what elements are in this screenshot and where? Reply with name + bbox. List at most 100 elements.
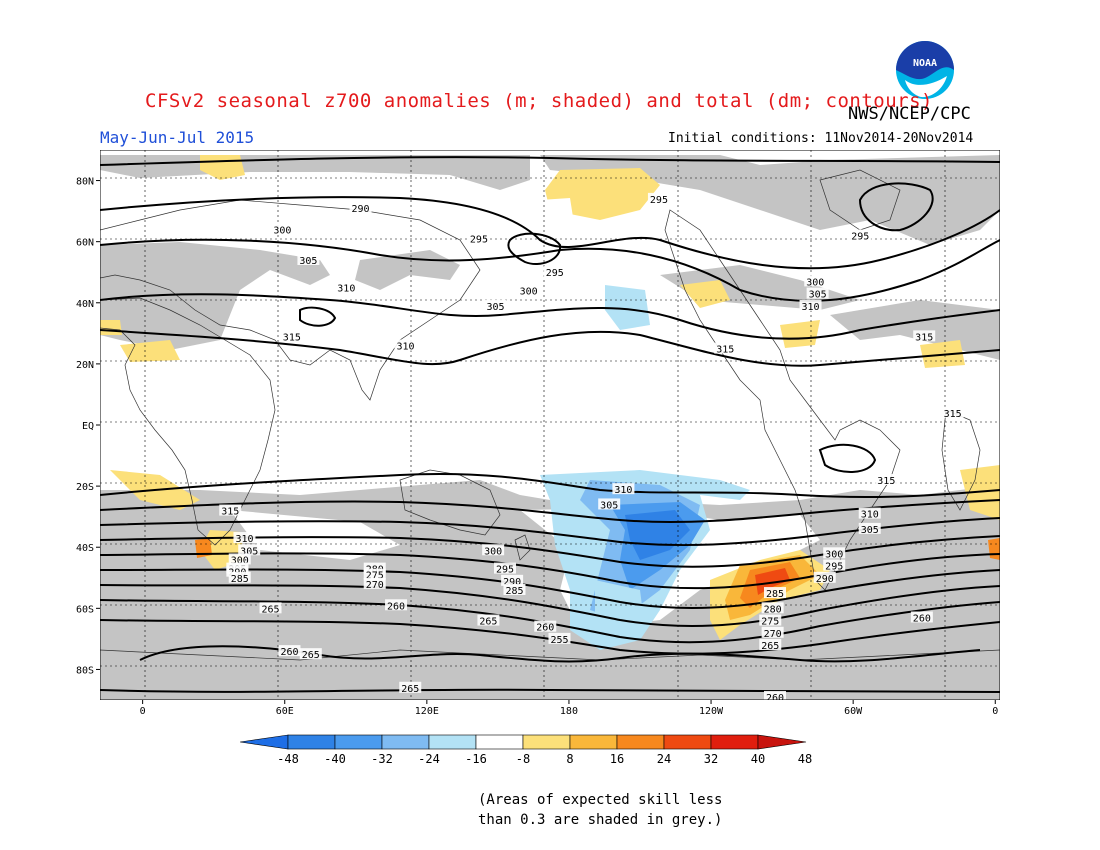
contour-label-text: 295	[851, 232, 869, 243]
contour-label: 310	[799, 299, 822, 313]
contour-label-text: 300	[231, 555, 249, 566]
contour-label-text: 305	[240, 546, 258, 557]
colorbar-box	[569, 734, 618, 750]
contour-label: 295	[849, 229, 872, 243]
contour-label-text: 275	[761, 617, 779, 628]
contour-label: 305	[484, 299, 507, 313]
contour-label: 295	[467, 232, 490, 246]
contour-label: 315	[219, 504, 242, 518]
contour-label: 270	[363, 577, 386, 591]
colorbar-tick-label: -16	[465, 752, 487, 766]
contour-label: 300	[228, 553, 251, 566]
contour-label: 260	[278, 645, 301, 658]
colorbar-tick-label: -40	[324, 752, 346, 766]
anomaly-map: 2902952903003053102952952953003053103003…	[100, 150, 1000, 700]
colorbar-arrow-left	[240, 734, 289, 750]
colorbar-tick-label: 16	[610, 752, 624, 766]
contour-label: 300	[823, 547, 846, 560]
contour-label-text: 260	[280, 647, 298, 658]
contour-label: 260	[910, 611, 933, 625]
contour-label: 300	[482, 544, 505, 557]
contour-label: 275	[759, 614, 782, 628]
contour-label: 265	[259, 602, 282, 615]
contour-label: 310	[335, 281, 358, 295]
contour-label-text: 295	[825, 562, 843, 573]
contour-label-text: 295	[470, 235, 488, 246]
contour-label: 295	[823, 559, 846, 573]
noaa-logo: NOAA	[895, 40, 955, 100]
contour-label-text: 260	[387, 601, 405, 612]
contour-label: 265	[759, 639, 782, 652]
contour-label-text: 265	[302, 650, 320, 661]
contour-label: 300	[517, 284, 540, 298]
contour-label: 290	[349, 202, 372, 215]
contour-label-text: 260	[766, 693, 784, 700]
contour-label: 310	[394, 339, 417, 353]
contour-label: 305	[858, 522, 881, 536]
contour-label: 275	[363, 568, 386, 582]
contour-label: 280	[761, 602, 784, 615]
longitude-tick-label: 0	[140, 706, 146, 717]
contour-label-text: 285	[505, 586, 523, 597]
forecast-period: May-Jun-Jul 2015	[100, 128, 255, 147]
contour-label-text: 295	[650, 195, 668, 206]
contour-label: 305	[598, 498, 621, 511]
contour-label: 310	[612, 483, 635, 496]
contour-label: 310	[233, 532, 256, 545]
skill-note-line2: than 0.3 are shaded in grey.)	[478, 812, 723, 828]
colorbar-tick-label: 8	[566, 752, 573, 766]
colorbar-box	[287, 734, 336, 750]
skill-note-line1: (Areas of expected skill less	[478, 792, 723, 808]
contour-label: 270	[761, 626, 784, 640]
colorbar-tick-label: -48	[277, 752, 299, 766]
colorbar-tick-label: -24	[418, 752, 440, 766]
negative-anomaly-shading	[540, 285, 750, 650]
colorbar-tick-label: -32	[371, 752, 393, 766]
contour-label: 255	[548, 632, 571, 646]
contour-label: 300	[271, 223, 294, 236]
colorbar-box	[522, 734, 571, 750]
contour-label: 315	[913, 330, 936, 343]
contour-label: 300	[804, 275, 827, 288]
contour-label-text: 310	[396, 342, 414, 353]
contour-label-text: 260	[913, 614, 931, 625]
contour-label-text: 315	[915, 332, 933, 343]
contour-label: 290	[813, 571, 836, 585]
contour-label-text: 255	[550, 635, 568, 646]
contour-labels: 2902952903003053102952952953003053103003…	[219, 192, 964, 700]
contour-label-text: 265	[761, 641, 779, 652]
colorbar-box	[381, 734, 430, 750]
contour-label-text: 290	[816, 574, 834, 585]
contour-label: 265	[399, 681, 422, 695]
contour-label-text: 275	[366, 571, 384, 582]
coastlines	[100, 169, 1000, 661]
contour-label-text: 280	[764, 604, 782, 615]
contour-label-text: 295	[546, 268, 564, 279]
contour-label-text: 305	[600, 500, 618, 511]
contour-label: 285	[764, 587, 786, 600]
colorbar-arrow-right	[757, 734, 807, 750]
latitude-tick-label: 80N	[76, 177, 94, 188]
latitude-tick-label: 40S	[76, 543, 94, 554]
contour-label: 305	[297, 254, 320, 267]
contour-label: 265	[477, 614, 500, 628]
colorbar-box	[475, 734, 524, 750]
colorbar-tick-label: 24	[657, 752, 671, 766]
contour-label: 315	[941, 406, 964, 420]
contour-label-text: 285	[766, 589, 784, 600]
agency-label: NWS/NCEP/CPC	[848, 104, 971, 124]
contour-label-text: 290	[503, 577, 521, 588]
contour-label: 285	[228, 571, 251, 585]
latitude-tick-label: 20N	[76, 360, 94, 371]
longitude-axis: 0 60E 120E 180 120W 60W 0	[140, 700, 998, 717]
colorbar-box	[663, 734, 712, 750]
latitude-tick-label: 40N	[76, 299, 94, 310]
contour-label-text: 270	[764, 629, 782, 640]
contour-label-text: 315	[283, 332, 301, 343]
colorbar-tick-label: 48	[798, 752, 812, 766]
contour-label-text: 295	[496, 565, 514, 576]
contour-label-text: 300	[484, 546, 502, 557]
contour-label-text: 310	[337, 284, 355, 295]
initial-conditions: Initial conditions: 11Nov2014-20Nov2014	[668, 131, 974, 146]
